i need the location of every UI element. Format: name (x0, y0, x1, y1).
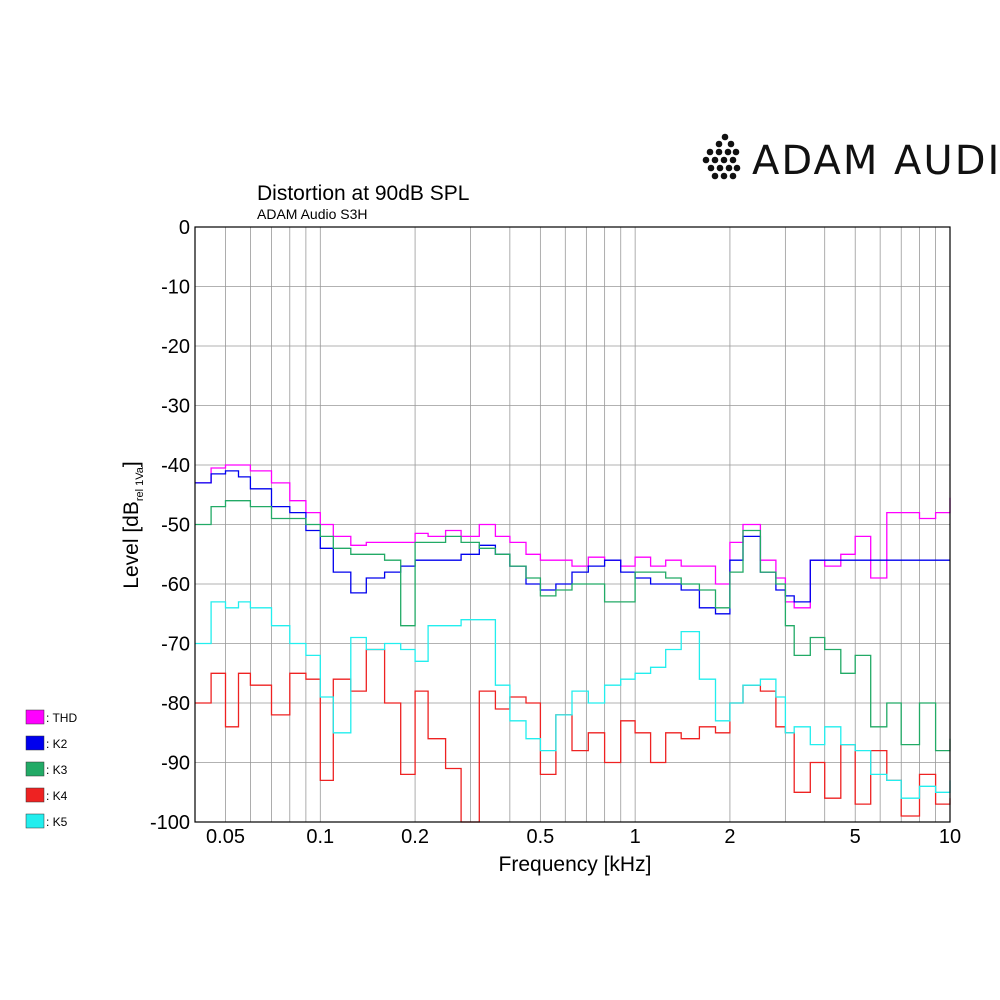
logo-dot (727, 140, 735, 148)
y-tick-label: -70 (161, 634, 190, 656)
x-tick-label: 5 (850, 826, 861, 848)
y-axis-title-main: Level [dB (120, 501, 143, 589)
logo-dot (706, 148, 714, 156)
logo-dot (725, 164, 733, 172)
logo-dot (711, 172, 719, 180)
y-tick-label: -100 (150, 812, 190, 834)
series-line-k2 (195, 470, 950, 615)
y-tick-label: -30 (161, 396, 190, 418)
chart-title: Distortion at 90dB SPL (257, 182, 469, 205)
legend-label: : K3 (46, 763, 68, 777)
logo-dot (702, 156, 710, 164)
chart-subtitle: ADAM Audio S3H (257, 206, 368, 222)
legend: : THD : K2 : K3 : K4 : K5 (25, 709, 77, 829)
x-axis-ticks: 0.05 0.1 0.2 0.5 1 2 5 10 (206, 826, 961, 848)
series-line-k4 (195, 648, 951, 823)
legend-label: : K5 (46, 815, 68, 829)
legend-swatch (25, 813, 45, 829)
logo-dot (720, 172, 728, 180)
y-tick-label: -40 (161, 455, 190, 477)
series-line-thd (195, 464, 951, 609)
y-tick-label: -10 (161, 277, 190, 299)
y-axis-ticks: 0 -10 -20 -30 -40 -50 -60 -70 -80 -90 -100 (150, 217, 190, 834)
y-tick-label: -90 (161, 753, 190, 775)
logo-dot (716, 164, 724, 172)
logo-dot (724, 148, 732, 156)
x-tick-label: 10 (939, 826, 961, 848)
x-tick-label: 1 (630, 826, 641, 848)
logo-dot (707, 164, 715, 172)
logo-dot (729, 172, 737, 180)
logo-dot (715, 148, 723, 156)
legend-swatch (25, 761, 45, 777)
logo-dot (720, 156, 728, 164)
y-tick-label: -60 (161, 574, 190, 596)
x-tick-label: 0.2 (401, 826, 429, 848)
plot-frame (194, 226, 951, 823)
legend-swatch (25, 709, 45, 725)
series-layer (195, 464, 951, 823)
logo-dot (711, 156, 719, 164)
legend-label: : K4 (46, 789, 68, 803)
series-line-k5 (195, 601, 951, 799)
legend-swatch (25, 735, 45, 751)
logo-dot (715, 140, 723, 148)
logo-dot (729, 156, 737, 164)
brand-name: ADAM AUDIO (752, 138, 1000, 184)
y-axis-title-end: ] (120, 461, 143, 467)
y-tick-label: -50 (161, 515, 190, 537)
y-tick-label: 0 (179, 217, 190, 239)
adam-audio-dot-logo-icon (702, 133, 741, 180)
x-tick-label: 2 (724, 826, 735, 848)
x-tick-label: 0.05 (206, 826, 245, 848)
x-tick-label: 0.1 (306, 826, 334, 848)
logo-dot (721, 133, 729, 141)
legend-label: : THD (46, 711, 77, 725)
y-tick-label: -20 (161, 336, 190, 358)
y-axis-title-sub: rel 1Va (134, 466, 146, 501)
y-tick-label: -80 (161, 693, 190, 715)
series-line-k3 (195, 500, 951, 752)
logo-dot (733, 164, 741, 172)
logo-dot (732, 148, 740, 156)
legend-label: : K2 (46, 737, 68, 751)
x-tick-label: 0.5 (526, 826, 554, 848)
y-axis-title: Level [dBrel 1Va] (120, 461, 146, 588)
x-axis-title: Frequency [kHz] (499, 853, 652, 876)
legend-swatch (25, 787, 45, 803)
